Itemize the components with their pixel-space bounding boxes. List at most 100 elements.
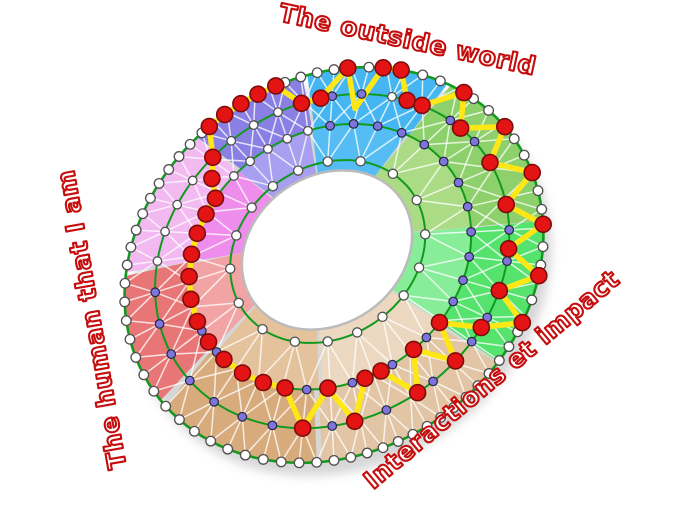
web-line bbox=[262, 425, 274, 460]
node-white bbox=[160, 400, 172, 412]
web-line bbox=[506, 246, 544, 262]
web-line bbox=[385, 409, 414, 435]
web-line bbox=[143, 353, 172, 376]
web-line bbox=[450, 109, 489, 122]
node-white bbox=[417, 69, 429, 81]
web-line bbox=[401, 119, 451, 134]
node-white bbox=[226, 135, 237, 146]
web-line bbox=[331, 95, 355, 125]
node-purple bbox=[150, 287, 161, 298]
node-red bbox=[472, 318, 491, 337]
web-line bbox=[359, 125, 379, 162]
web-line bbox=[125, 291, 156, 322]
node-red bbox=[182, 245, 201, 264]
node-red bbox=[233, 364, 252, 382]
node-purple bbox=[464, 251, 475, 262]
node-white bbox=[413, 262, 425, 273]
web-line bbox=[253, 124, 288, 140]
node-white bbox=[273, 107, 283, 118]
node-white bbox=[124, 333, 136, 345]
web-line bbox=[416, 161, 445, 201]
node-white bbox=[302, 125, 313, 136]
web-line bbox=[486, 317, 510, 348]
web-line bbox=[392, 132, 403, 174]
node-white bbox=[435, 411, 447, 423]
node-red bbox=[254, 373, 273, 392]
node-white bbox=[483, 104, 495, 116]
node-white bbox=[153, 177, 165, 189]
node-white bbox=[228, 171, 239, 181]
web-line bbox=[351, 382, 387, 411]
node-white bbox=[292, 165, 304, 176]
web-line bbox=[403, 295, 428, 338]
web-line bbox=[372, 374, 388, 411]
web-line bbox=[391, 96, 403, 133]
node-white bbox=[532, 185, 544, 197]
node-white bbox=[536, 203, 548, 215]
web-line bbox=[471, 340, 509, 348]
web-line bbox=[471, 229, 510, 233]
web-line bbox=[233, 175, 253, 208]
web-line bbox=[442, 120, 452, 162]
web-line bbox=[329, 96, 333, 126]
node-purple bbox=[327, 421, 338, 431]
node-red bbox=[413, 96, 431, 115]
node-purple bbox=[184, 375, 195, 386]
node-white bbox=[398, 290, 409, 301]
node-white bbox=[460, 391, 472, 403]
node-white bbox=[377, 311, 388, 323]
node-white bbox=[328, 454, 340, 466]
node-white bbox=[282, 133, 293, 144]
web-line bbox=[356, 331, 393, 366]
web-line bbox=[210, 416, 243, 442]
web-line bbox=[392, 144, 425, 175]
web-line bbox=[359, 419, 384, 449]
web-line bbox=[474, 138, 515, 143]
node-red bbox=[338, 59, 357, 77]
web-line bbox=[135, 353, 172, 359]
sector-pink-inner bbox=[190, 171, 273, 262]
label-human-that-i-am: The human that I am bbox=[51, 168, 132, 472]
node-purple bbox=[438, 156, 449, 167]
node-purple bbox=[166, 349, 177, 360]
node-purple bbox=[237, 411, 248, 422]
node-white bbox=[125, 241, 137, 253]
node-white bbox=[173, 414, 185, 426]
node-purple bbox=[209, 396, 220, 407]
web-line bbox=[410, 396, 428, 427]
node-red bbox=[276, 379, 294, 397]
web-line bbox=[425, 231, 472, 236]
web-line bbox=[458, 181, 506, 200]
web-line bbox=[331, 425, 352, 458]
web-line bbox=[179, 401, 215, 421]
node-white bbox=[172, 199, 183, 210]
node-white bbox=[188, 425, 200, 437]
web-line bbox=[452, 300, 488, 319]
web-line bbox=[471, 341, 490, 374]
web-line bbox=[382, 409, 388, 448]
node-red bbox=[182, 290, 200, 309]
node-red bbox=[203, 169, 221, 188]
node-white bbox=[257, 453, 269, 465]
node-white bbox=[137, 208, 149, 220]
web-line bbox=[356, 332, 374, 376]
node-white bbox=[187, 175, 198, 186]
node-white bbox=[448, 402, 460, 414]
web-line bbox=[231, 140, 269, 150]
web-line bbox=[403, 294, 454, 303]
node-purple bbox=[462, 201, 473, 212]
web-line bbox=[467, 197, 505, 208]
web-line bbox=[424, 140, 475, 146]
node-purple bbox=[466, 226, 477, 237]
web-line bbox=[467, 167, 494, 208]
web-line bbox=[142, 203, 178, 215]
web-line bbox=[331, 425, 335, 461]
node-purple bbox=[347, 377, 358, 388]
sector-tan-light-inner bbox=[320, 290, 440, 389]
node-white bbox=[119, 296, 131, 308]
web-line bbox=[424, 233, 470, 258]
web-line bbox=[452, 301, 473, 343]
web-line bbox=[213, 368, 237, 403]
node-red bbox=[180, 267, 198, 286]
